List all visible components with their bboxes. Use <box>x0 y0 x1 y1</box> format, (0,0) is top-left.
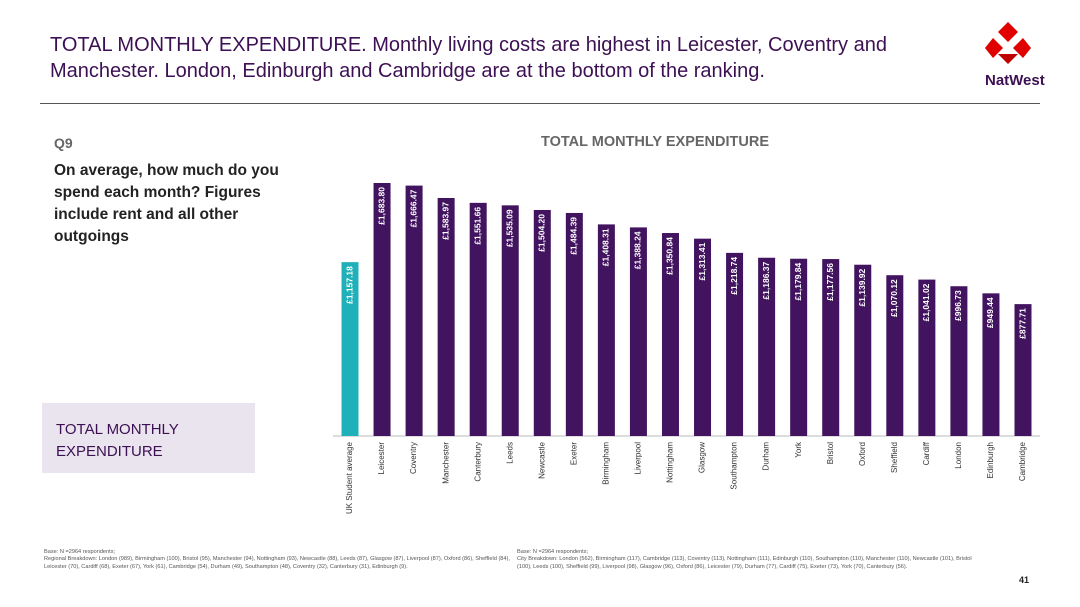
bar <box>1014 304 1032 436</box>
bar <box>694 238 712 436</box>
bar <box>822 259 840 436</box>
value-label: £1,388.24 <box>633 231 643 269</box>
x-tick-label: Oxford <box>858 442 867 466</box>
x-tick-label: London <box>954 442 963 469</box>
value-label: £1,179.84 <box>793 262 803 300</box>
bar <box>437 198 455 436</box>
slide-title: TOTAL MONTHLY EXPENDITURE. Monthly livin… <box>50 34 887 82</box>
x-tick-label: Cardiff <box>922 441 931 465</box>
divider <box>40 103 1040 104</box>
bar <box>886 275 904 436</box>
value-label: £1,218.74 <box>729 257 739 295</box>
x-tick-label: Cambridge <box>1018 441 1027 481</box>
logo-text: NatWest <box>985 72 1045 89</box>
bar <box>918 279 936 436</box>
question-text: On average, how much do you spend each m… <box>54 162 279 245</box>
bar <box>661 233 679 436</box>
x-tick-label: York <box>794 441 803 458</box>
x-tick-label: Southampton <box>730 442 739 490</box>
value-label: £1,535.09 <box>504 209 514 247</box>
bar <box>597 224 615 436</box>
bar <box>501 205 519 436</box>
footnote: Base: N =2964 respondents; Regional Brea… <box>44 549 514 571</box>
section-label: TOTAL MONTHLY EXPENDITURE <box>56 421 179 460</box>
value-label: £996.73 <box>953 290 963 321</box>
chart: TOTAL MONTHLY EXPENDITURE £1,157.18 UK St… <box>333 134 1040 514</box>
x-tick-label: Leeds <box>505 442 514 464</box>
x-tick-label: Leicester <box>377 442 386 475</box>
chart-title: TOTAL MONTHLY EXPENDITURE <box>541 134 769 150</box>
bar <box>469 202 487 436</box>
footnote-base: Base: N =2964 respondents; <box>517 549 589 555</box>
section-box: TOTAL MONTHLY EXPENDITURE <box>42 403 255 473</box>
footnote: Base: N =2964 respondents; City Breakdow… <box>517 549 987 571</box>
value-label: £877.71 <box>1017 308 1027 339</box>
value-label: £1,041.02 <box>921 283 931 321</box>
x-tick-label: Exeter <box>569 442 578 465</box>
bar <box>373 183 391 436</box>
bar <box>790 258 808 436</box>
x-tick-label: Manchester <box>441 442 450 484</box>
bar <box>950 286 968 436</box>
x-tick-label: Newcastle <box>537 441 546 478</box>
value-label: £1,683.80 <box>376 187 386 225</box>
x-tick-label: UK Student average <box>345 441 354 514</box>
bar <box>405 185 423 436</box>
x-tick-label: Bristol <box>826 442 835 464</box>
bar <box>565 212 583 436</box>
value-label: £1,551.66 <box>472 207 482 245</box>
value-label: £949.44 <box>985 297 995 328</box>
footnote-base: Base: N =2964 respondents; <box>44 549 116 555</box>
value-label: £1,139.92 <box>857 268 867 306</box>
bar <box>854 264 872 436</box>
footnote-text: City Breakdown: London (562), Birmingham… <box>517 556 972 570</box>
value-label: £1,484.39 <box>569 217 579 255</box>
page-number: 41 <box>1019 575 1030 585</box>
value-label: £1,504.20 <box>537 214 547 252</box>
bar <box>982 293 1000 436</box>
x-tick-label: Birmingham <box>601 442 610 485</box>
x-tick-label: Edinburgh <box>986 442 995 478</box>
value-label: £1,186.37 <box>761 261 771 299</box>
x-tick-label: Nottingham <box>666 442 675 483</box>
value-label: £1,350.84 <box>665 237 675 275</box>
value-label: £1,583.97 <box>440 202 450 240</box>
value-label: £1,157.18 <box>344 266 354 304</box>
x-tick-label: Coventry <box>409 442 418 474</box>
value-label: £1,070.12 <box>889 279 899 317</box>
x-tick-label: Glasgow <box>698 442 707 473</box>
bar <box>726 252 744 436</box>
value-label: £1,177.56 <box>825 263 835 301</box>
logo-mark <box>985 22 1031 64</box>
x-tick-label: Canterbury <box>473 442 482 482</box>
bar <box>533 209 551 436</box>
value-label: £1,666.47 <box>408 189 418 227</box>
value-label: £1,313.41 <box>697 242 707 280</box>
question-number: Q9 <box>54 135 73 151</box>
x-tick-label: Liverpool <box>634 442 643 475</box>
x-tick-label: Durham <box>762 442 771 471</box>
bar <box>758 257 776 436</box>
bar <box>629 227 647 436</box>
bar <box>341 262 359 436</box>
footnote-text: Regional Breakdown: London (989), Birmin… <box>44 556 510 570</box>
x-tick-label: Sheffield <box>890 442 899 473</box>
value-label: £1,408.31 <box>601 228 611 266</box>
